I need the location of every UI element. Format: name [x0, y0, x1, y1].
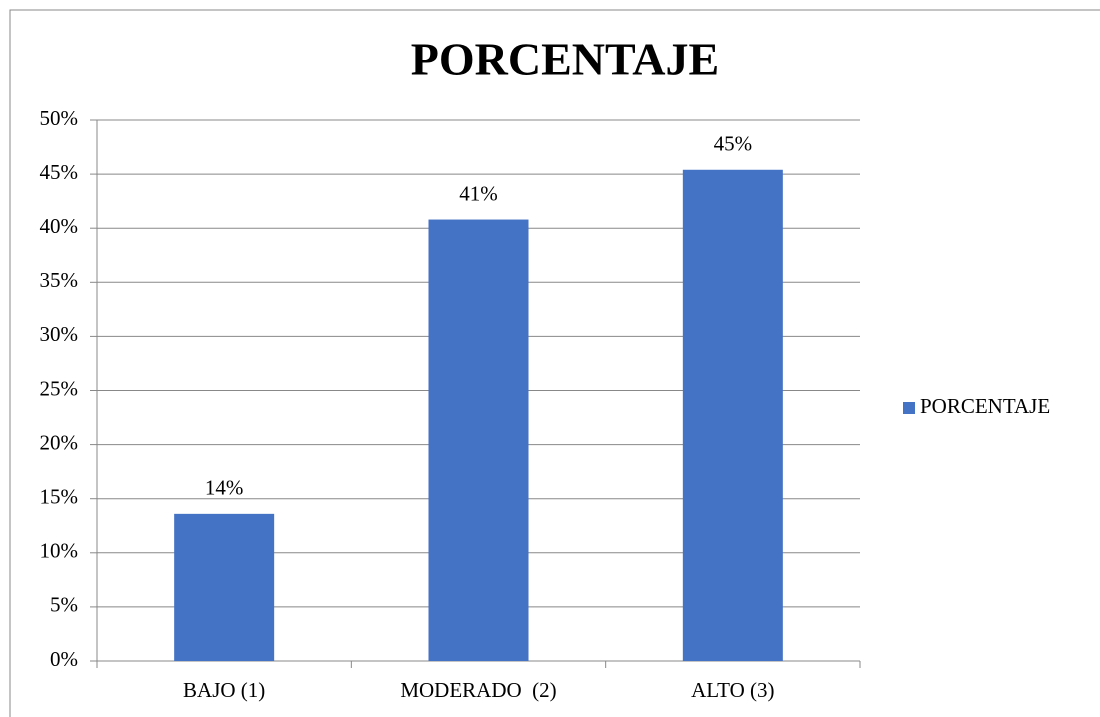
y-tick-label: 30%: [40, 322, 79, 346]
y-tick-label: 50%: [40, 106, 79, 130]
bar: [428, 219, 529, 661]
bar: [174, 513, 275, 661]
y-tick-label: 5%: [50, 593, 78, 617]
y-tick-label: 40%: [40, 214, 79, 238]
x-tick-label: MODERADO (2): [400, 678, 556, 702]
y-tick-label: 10%: [40, 539, 79, 563]
y-tick-label: 25%: [40, 376, 79, 400]
y-tick-label: 0%: [50, 647, 78, 671]
data-label: 45%: [714, 132, 753, 156]
y-tick-label: 20%: [40, 430, 79, 454]
y-tick-label: 15%: [40, 485, 79, 509]
chart-border: [9, 9, 1100, 717]
data-label: 14%: [205, 476, 244, 500]
data-label: 41%: [459, 181, 498, 205]
legend-label: PORCENTAJE: [920, 394, 1050, 418]
y-tick-label: 35%: [40, 268, 79, 292]
bar: [682, 169, 783, 661]
chart-title: PORCENTAJE: [411, 34, 719, 85]
legend-swatch: [903, 402, 915, 414]
y-tick-label: 45%: [40, 160, 79, 184]
x-tick-label: BAJO (1): [183, 678, 265, 702]
x-tick-label: ALTO (3): [691, 678, 774, 702]
